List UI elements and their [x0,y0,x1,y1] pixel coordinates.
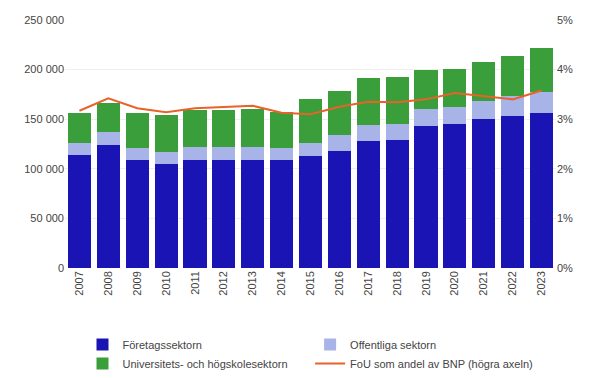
svg-text:Offentliga sektorn: Offentliga sektorn [350,339,436,351]
svg-text:2022: 2022 [506,271,518,295]
svg-text:3%: 3% [557,113,573,125]
svg-text:Företagssektorn: Företagssektorn [123,339,202,351]
svg-text:2015: 2015 [304,271,316,295]
svg-text:Universitets- och högskolesekt: Universitets- och högskolesektorn [123,358,288,370]
svg-text:2014: 2014 [275,271,287,295]
svg-text:2017: 2017 [362,271,374,295]
svg-text:2008: 2008 [102,271,114,295]
svg-text:2011: 2011 [189,271,201,295]
svg-text:0: 0 [58,262,64,274]
svg-text:2009: 2009 [131,271,143,295]
svg-text:FoU som andel av BNP (högra ax: FoU som andel av BNP (högra axeln) [350,358,533,370]
svg-text:2018: 2018 [391,271,403,295]
svg-text:250 000: 250 000 [24,14,64,26]
svg-text:200 000: 200 000 [24,63,64,75]
svg-text:2023: 2023 [535,271,547,295]
svg-text:2021: 2021 [477,271,489,295]
svg-text:150 000: 150 000 [24,113,64,125]
svg-text:100 000: 100 000 [24,163,64,175]
svg-text:2012: 2012 [217,271,229,295]
svg-text:2007: 2007 [73,271,85,295]
svg-text:1%: 1% [557,212,573,224]
svg-text:2016: 2016 [333,271,345,295]
svg-text:2019: 2019 [420,271,432,295]
svg-text:4%: 4% [557,63,573,75]
svg-text:2010: 2010 [160,271,172,295]
svg-text:0%: 0% [557,262,573,274]
svg-text:2020: 2020 [448,271,460,295]
svg-text:5%: 5% [557,14,573,26]
svg-text:2%: 2% [557,163,573,175]
svg-text:2013: 2013 [246,271,258,295]
svg-text:50 000: 50 000 [30,212,64,224]
